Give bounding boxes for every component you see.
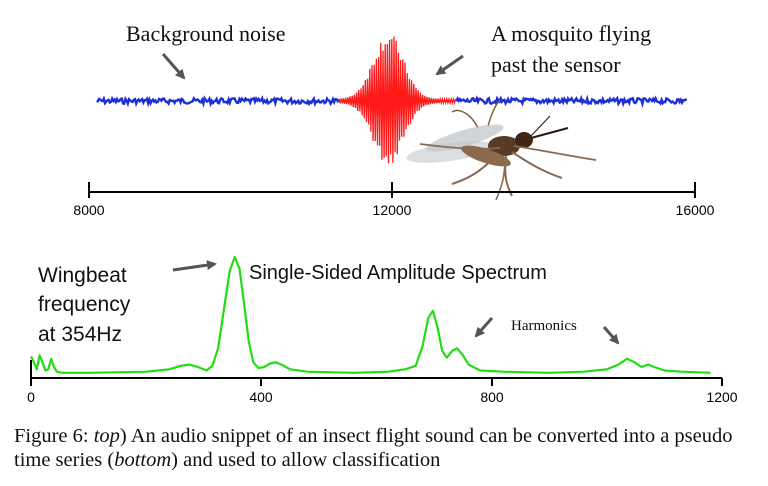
top-waveforms [96,36,688,164]
figure-caption: Figure 6: top) An audio snippet of an in… [14,424,759,472]
background-noise-arrow [161,53,186,80]
wingbeat-label-line1: Wingbeat [38,264,127,287]
harmonics-label: Harmonics [511,318,577,334]
bottom-chart: Single-Sided Amplitude Spectrum Wingbeat… [27,255,738,405]
wingbeat-label-line3: at 354Hz [38,323,122,346]
wingbeat-label-line2: frequency [38,293,131,316]
caption-tail: ) and used to allow classification [171,449,441,471]
mosquito-illustration [406,99,597,201]
mosquito-label-line2: past the sensor [491,52,621,77]
bottom-tick-label-800: 800 [480,389,504,405]
harmonics-arrow-right [602,326,620,345]
bottom-tick-label-0: 0 [27,389,35,405]
waveform-mosquito [338,36,457,164]
harmonics-arrow-left [474,317,494,338]
wingbeat-arrow [172,260,217,272]
top-chart: Background noise A mosquito flying past … [73,21,714,218]
spectrum-line [30,255,711,374]
caption-middle: ) An audio snippet of an insect flight s… [14,425,733,471]
background-noise-label: Background noise [126,21,285,46]
mosquito-label-line1: A mosquito flying [491,21,651,46]
top-tick-label-12000: 12000 [373,202,412,218]
bottom-tick-label-1200: 1200 [706,389,737,405]
caption-bottom-word: bottom [114,449,172,471]
waveform-background-left [96,95,340,109]
mosquito-arrow [435,54,464,76]
caption-lead: Figure 6: [14,425,94,447]
figure-svg: Background noise A mosquito flying past … [27,21,738,405]
top-tick-label-16000: 16000 [676,202,715,218]
top-tick-label-8000: 8000 [73,202,104,218]
spectrum-series [30,255,711,374]
waveform-background-right [455,94,688,109]
bottom-tick-label-400: 400 [249,389,273,405]
spectrum-title: Single-Sided Amplitude Spectrum [249,262,547,284]
caption-top-word: top [93,425,120,447]
